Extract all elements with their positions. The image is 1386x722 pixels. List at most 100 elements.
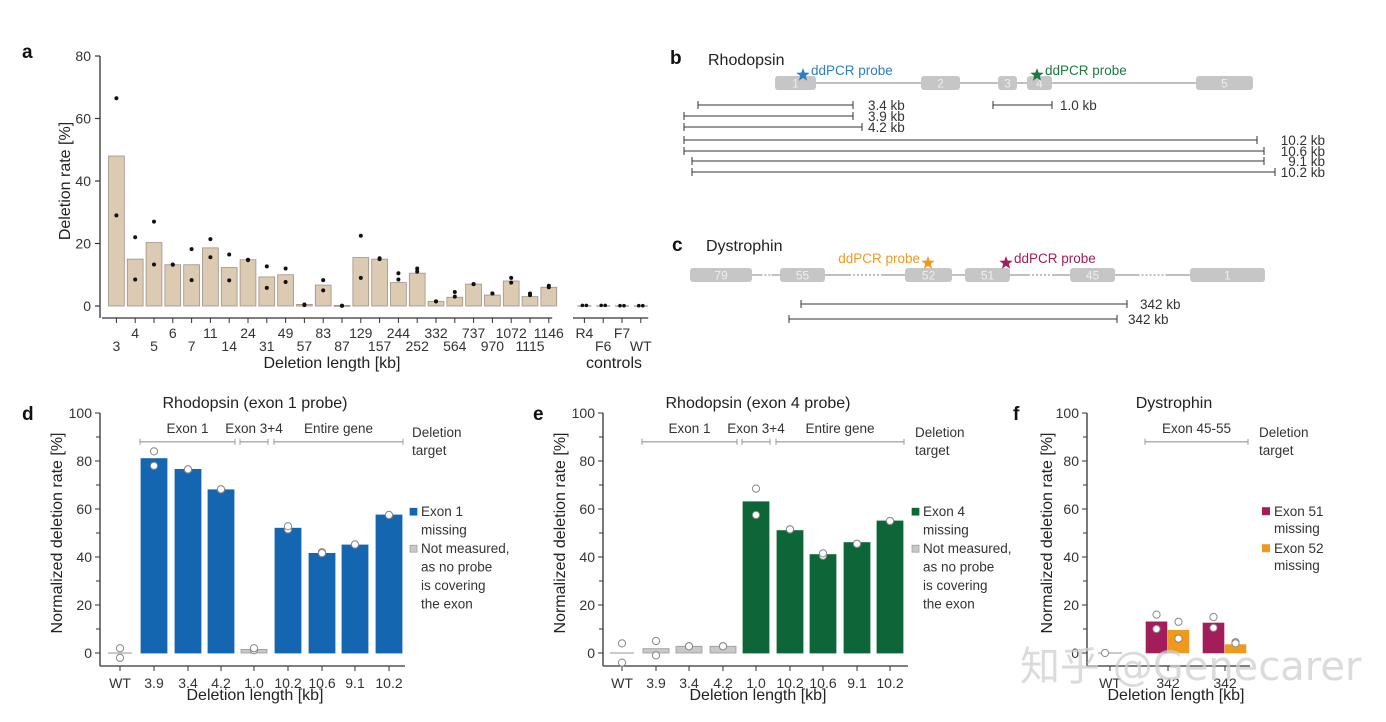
panel-a-xtick-label: 970 <box>481 338 505 354</box>
panel-a-xtick-label: 5 <box>150 338 158 354</box>
panel-e-xtick-label: 9.1 <box>847 675 867 691</box>
panel-d-legend-label: the exon <box>421 597 473 612</box>
panel-d-ytick-label: 40 <box>76 549 92 565</box>
panel-d-xtick-label: 1.0 <box>244 675 264 691</box>
panel-e-data-point <box>751 510 761 520</box>
panel-a-bar <box>164 264 182 307</box>
panel-d-chart: 0 20 40 60 80 100 WT 3.9 3.4 4.2 1.0 10.2 10.6 9.1 10.… <box>69 405 510 691</box>
panel-e-data-point <box>651 636 661 646</box>
panel-d-legend-label: Exon 1 <box>421 504 463 519</box>
panel-a-points <box>114 96 645 308</box>
panel-e-data-point <box>852 539 862 548</box>
panel-d-bar <box>207 489 235 654</box>
panel-d-xtick-label: 10.2 <box>375 675 402 691</box>
rhodopsin-gene-diagram: 1 2 3 4 5 ddPCR probe ddPCR probe 3.4 kb3.9 kb4… <box>683 63 1325 180</box>
panel-f-ytick-label: 20 <box>1063 597 1079 613</box>
panel-d-data-point <box>249 644 259 653</box>
panel-e-data-point <box>651 651 661 660</box>
panel-a-bar <box>108 155 125 307</box>
panel-f-legend-label: missing <box>1274 558 1320 573</box>
panel-c-gene-title: Dystrophin <box>706 238 782 255</box>
rhodopsin-exon-5 <box>1196 76 1253 90</box>
panel-a-data-point <box>246 257 250 262</box>
panel-e-legend-label: is covering <box>923 578 988 593</box>
panel-f-legend-swatch <box>1262 507 1270 516</box>
panel-a-data-point <box>415 266 420 271</box>
panel-a-data-point <box>321 278 326 283</box>
rhodopsin-exon-label: 2 <box>937 77 944 91</box>
panel-a-control-label: F6 <box>595 338 612 354</box>
panel-a-xtick-label: 332 <box>424 325 448 341</box>
dystrophin-deletion-label: 342 kb <box>1128 312 1169 327</box>
panel-e-data-point <box>684 642 694 651</box>
panel-f: f Dystrophin 0 20 40 60 80 100 WT 342 342 Exon 45… <box>1013 395 1324 704</box>
panel-a-xtick-label: 7 <box>188 338 196 354</box>
panel-e-xtick-label: 3.9 <box>646 675 666 691</box>
star-icon <box>999 256 1013 269</box>
panel-a-data-point <box>152 262 156 267</box>
panel-e-data-point <box>885 516 895 526</box>
panel-a-data-point <box>152 219 156 224</box>
panel-a-bar <box>540 286 558 307</box>
panel-d-bar <box>174 468 202 654</box>
panel-d-data-point <box>384 510 394 520</box>
panel-a-bar <box>502 280 520 307</box>
panel-a-xtick-label: 129 <box>349 325 373 341</box>
panel-e-data-point <box>617 658 627 667</box>
panel-a-control-label: R4 <box>575 325 593 341</box>
panel-a-xtick-label: 244 <box>387 325 411 341</box>
panel-e-group-label: Exon 3+4 <box>727 421 785 436</box>
panel-f-legend-label: Exon 52 <box>1274 541 1324 556</box>
panel-a-bar <box>521 296 539 307</box>
rhodopsin-deletion-label: 4.2 kb <box>868 120 905 135</box>
panel-letter-d: d <box>22 404 34 425</box>
dystrophin-exon-79 <box>690 268 752 282</box>
dystrophin-exon-label: 79 <box>714 269 728 283</box>
dystrophin-exon-55 <box>780 268 825 282</box>
panel-e-xtick-label: 4.2 <box>713 675 733 691</box>
dystrophin-exon-label: 1 <box>1224 269 1231 283</box>
panel-a-data-point <box>133 235 138 240</box>
panel-d-deletion-target-caption: target <box>412 443 447 458</box>
panel-e-xtick-label: 10.2 <box>776 675 803 691</box>
panel-a-data-point <box>490 291 495 296</box>
panel-d-bar <box>308 553 336 654</box>
panel-a-data-point <box>415 269 420 274</box>
panel-f-bar-exon51 <box>1202 622 1225 654</box>
dystrophin-exon-1 <box>1190 268 1265 282</box>
panel-a-data-point <box>208 255 213 260</box>
panel-a-bar <box>371 258 388 307</box>
panel-a-xlabel: Deletion length [kb] <box>264 355 401 372</box>
panel-a-data-point <box>114 213 119 218</box>
panel-f-data-point <box>1174 634 1183 643</box>
dystrophin-exon-label: 51 <box>981 269 995 283</box>
dystrophin-deletion-label: 342 kb <box>1140 297 1181 312</box>
panel-e-title: Rhodopsin (exon 4 probe) <box>665 395 850 412</box>
panel-e-xtick-label: 10.2 <box>876 675 903 691</box>
panel-d-ytick-label: 0 <box>84 645 92 661</box>
panel-a-data-point <box>452 289 457 294</box>
panel-a-data-point <box>189 247 194 252</box>
panel-f-data-point <box>1209 612 1218 622</box>
panel-d-ytick-label: 60 <box>76 501 92 517</box>
panel-a-data-point <box>546 285 551 290</box>
panel-a-ytick-label: 60 <box>75 111 91 127</box>
panel-a-ytick-label: 20 <box>75 236 91 252</box>
panel-letter-a: a <box>22 42 33 63</box>
rhodopsin-exon-2 <box>921 76 960 90</box>
panel-e-legend-label: the exon <box>923 597 975 612</box>
panel-f-ytick-label: 40 <box>1063 549 1079 565</box>
panel-a-data-point <box>471 282 476 287</box>
panel-d-bar <box>375 514 403 654</box>
panel-a-data-point <box>114 96 119 101</box>
panel-a-bar <box>390 282 407 307</box>
panel-d-legend-label: is covering <box>421 578 486 593</box>
panel-e-deletion-target-caption: target <box>915 443 950 458</box>
panel-a-data-point <box>340 303 344 308</box>
panel-d-data-point <box>115 644 125 653</box>
panel-e-bar <box>776 530 804 654</box>
panel-e-ytick-label: 0 <box>587 645 595 661</box>
panel-a-ytick-label: 0 <box>83 298 91 314</box>
panel-a-bar <box>277 274 294 307</box>
